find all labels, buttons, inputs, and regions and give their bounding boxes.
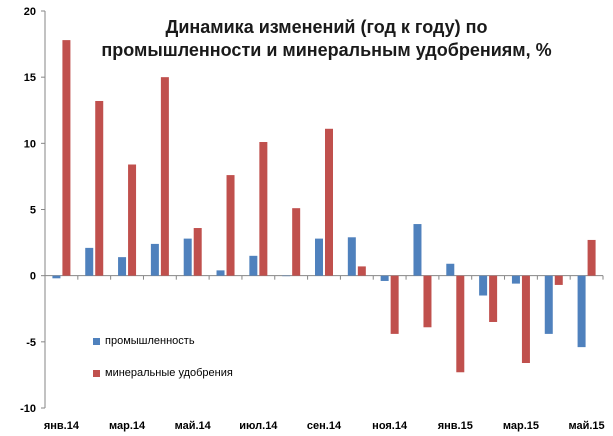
legend-item-industry: промышленность: [93, 335, 233, 347]
x-tick-label: май.14: [175, 420, 212, 432]
x-tick-label: сен.14: [307, 420, 342, 432]
axes: [41, 10, 604, 409]
bar-fertilizers: [521, 275, 530, 364]
chart-title-line-2: промышленности и минеральным удобрениям,…: [101, 40, 552, 60]
y-tick-label: 10: [24, 138, 36, 150]
bar-industry: [150, 243, 159, 276]
bar-industry: [413, 224, 422, 276]
bar-industry: [282, 275, 291, 277]
y-tick-label: 0: [30, 271, 36, 283]
bar-fertilizers: [489, 275, 498, 322]
bar-industry: [446, 263, 455, 276]
bar-fertilizers: [160, 77, 169, 276]
bar-fertilizers: [259, 142, 268, 276]
bar-industry: [52, 275, 61, 279]
bar-fertilizers: [95, 100, 104, 276]
bar-industry: [544, 275, 553, 334]
legend-label-industry: промышленность: [105, 335, 195, 348]
y-tick-label: 5: [30, 205, 36, 217]
bar-fertilizers: [292, 208, 301, 276]
x-tick-label: ноя.14: [372, 420, 408, 432]
y-tick-label: -10: [20, 403, 36, 415]
tick-labels: -10 -5 0 5 10 15 20 янв.14 мар.14 май.14 июл.14 сен…: [20, 6, 605, 432]
bar-fertilizers: [423, 275, 432, 328]
x-tick-label: янв.14: [44, 420, 80, 432]
bar-industry: [118, 257, 127, 276]
x-tick-label: май.15: [569, 420, 605, 432]
bar-fertilizers: [226, 175, 235, 276]
x-tick-label: мар.15: [503, 420, 539, 432]
y-tick-label: -5: [26, 337, 36, 349]
bar-fertilizers: [62, 40, 71, 276]
bar-industry: [479, 275, 488, 296]
bar-industry: [216, 270, 225, 276]
bar-fertilizers: [554, 275, 563, 285]
bar-fertilizers: [325, 128, 333, 276]
legend-swatch-industry: [93, 337, 100, 345]
x-tick-label: янв.15: [438, 420, 473, 432]
bar-industry: [347, 237, 356, 276]
chart-title-line-1: Динамика изменений (год к году) по: [165, 17, 488, 37]
bar-industry: [183, 238, 192, 276]
y-tick-label: 20: [24, 6, 36, 18]
bar-industry: [511, 275, 520, 284]
bars: [52, 40, 596, 373]
legend-label-fertilizers: минеральные удобрения: [105, 367, 233, 380]
bar-industry: [577, 275, 586, 348]
legend-swatch-fertilizers: [93, 369, 100, 377]
bar-fertilizers: [128, 164, 137, 276]
legend-item-fertilizers: минеральные удобрения: [93, 367, 233, 379]
bar-industry: [315, 238, 323, 276]
bar-fertilizers: [390, 275, 399, 334]
bar-fertilizers: [587, 239, 596, 276]
x-tick-label: мар.14: [109, 420, 146, 432]
bar-fertilizers: [193, 228, 202, 276]
chart-title: Динамика изменений (год к году) по промы…: [60, 16, 593, 62]
bar-industry: [85, 247, 94, 276]
legend: промышленность минеральные удобрения: [93, 335, 233, 379]
bar-fertilizers: [357, 266, 366, 276]
y-tick-label: 15: [24, 72, 36, 84]
x-tick-label: июл.14: [239, 420, 278, 432]
bar-industry: [249, 255, 258, 276]
bar-fertilizers: [456, 275, 465, 373]
bar-industry: [380, 275, 389, 281]
